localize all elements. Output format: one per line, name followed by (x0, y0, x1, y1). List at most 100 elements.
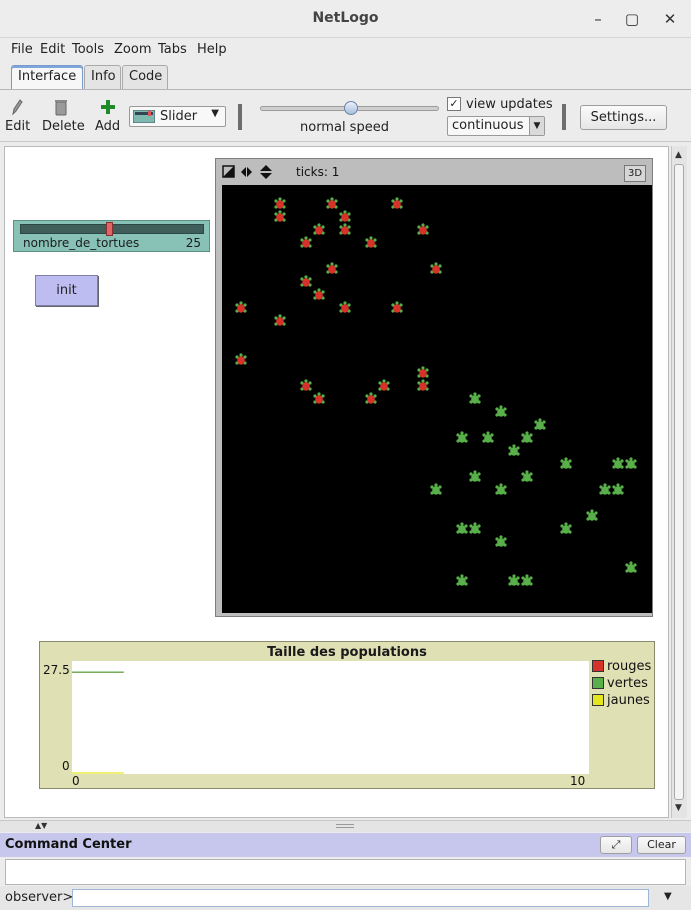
menu-zoom[interactable]: Zoom (114, 42, 152, 57)
turtle (417, 379, 429, 391)
command-center-title: Command Center (5, 837, 132, 852)
split-arrows-icon[interactable]: ▲▼ (35, 821, 48, 830)
chevron-down-icon[interactable]: ▼ (664, 891, 672, 902)
turtle (430, 262, 442, 274)
command-input-row: observer> ▼ (0, 886, 691, 910)
tab-strip: Interface Info Code (0, 62, 691, 90)
turtle (313, 288, 325, 300)
splitter-grip-icon[interactable] (336, 824, 354, 828)
turtle (391, 197, 403, 209)
slider-nombre-de-tortues[interactable]: nombre_de_tortues 25 (13, 220, 210, 252)
settings-button[interactable]: Settings... (580, 105, 667, 130)
ticks-counter: ticks: 1 (296, 165, 340, 179)
turtle (235, 301, 247, 313)
turtle (456, 574, 468, 586)
y-tick-max: 27.5 (43, 663, 70, 677)
window-titlebar: NetLogo – ▢ ✕ (0, 0, 691, 38)
clear-button[interactable]: Clear (637, 836, 686, 854)
turtle (495, 405, 507, 417)
turtle (612, 483, 624, 495)
turtle (495, 483, 507, 495)
menu-tabs[interactable]: Tabs (158, 42, 187, 57)
legend-swatch (592, 694, 604, 706)
minimize-icon[interactable]: – (594, 10, 602, 28)
view-updates-checkbox[interactable]: ✓ (447, 97, 461, 111)
turtle (300, 379, 312, 391)
scrollbar-thumb[interactable] (674, 164, 684, 800)
expand-icon[interactable]: ⤢ (600, 836, 632, 854)
turtle (378, 379, 390, 391)
tab-info[interactable]: Info (84, 65, 121, 89)
turtle (469, 470, 481, 482)
turtle (365, 236, 377, 248)
window-title: NetLogo (312, 10, 379, 26)
command-prompt-label: observer> (5, 890, 74, 905)
command-input[interactable] (72, 889, 649, 907)
slider-widget-icon (133, 110, 155, 123)
slider-value: 25 (185, 236, 201, 250)
turtle (469, 392, 481, 404)
turtle (235, 353, 247, 365)
turtle (326, 262, 338, 274)
add-icon (101, 100, 115, 114)
turtle (417, 223, 429, 235)
turtle (326, 197, 338, 209)
menu-tools[interactable]: Tools (72, 42, 105, 57)
scroll-down-icon[interactable]: ▼ (675, 803, 682, 813)
turtle (521, 574, 533, 586)
plot-area (72, 661, 589, 774)
splitter[interactable]: ▲▼ (0, 820, 691, 832)
interface-toolbar: Edit Delete Add Slider ▼ normal speed ✓ … (0, 90, 691, 142)
turtle (456, 522, 468, 534)
turtle (521, 470, 533, 482)
turtle (339, 301, 351, 313)
add-button[interactable]: Add (95, 119, 121, 134)
turtle (521, 431, 533, 443)
turtle (339, 223, 351, 235)
slider-thumb[interactable] (106, 222, 113, 236)
turtle (508, 574, 520, 586)
turtle (313, 392, 325, 404)
plot-title: Taille des populations (267, 645, 427, 660)
menu-file[interactable]: File (11, 42, 33, 57)
turtle (534, 418, 546, 430)
command-center-output[interactable] (5, 859, 686, 885)
chevron-down-icon: ▼ (529, 117, 544, 135)
update-mode-value: continuous (452, 118, 524, 133)
delete-button[interactable]: Delete (42, 119, 85, 134)
speed-slider[interactable] (260, 101, 439, 115)
world-canvas[interactable] (222, 185, 652, 613)
menu-help[interactable]: Help (197, 42, 227, 57)
tab-interface[interactable]: Interface (11, 65, 83, 89)
pencil-icon (12, 99, 23, 116)
vertical-scrollbar[interactable]: ▲ ▼ (671, 146, 687, 818)
y-tick-min: 0 (62, 759, 70, 773)
legend-label: rouges (607, 659, 652, 674)
view-controls-icon[interactable] (222, 165, 272, 179)
view-control-bar: ticks: 1 3D (216, 159, 652, 185)
edit-button[interactable]: Edit (5, 119, 31, 134)
update-mode-select[interactable]: continuous ▼ (447, 116, 545, 136)
maximize-icon[interactable]: ▢ (624, 10, 640, 28)
turtle (391, 301, 403, 313)
toolbar-separator (562, 104, 566, 130)
close-icon[interactable]: ✕ (663, 10, 677, 28)
chevron-down-icon: ▼ (211, 108, 219, 119)
turtle (625, 457, 637, 469)
speed-slider-thumb[interactable] (343, 101, 358, 115)
turtle (274, 210, 286, 222)
world-view: ticks: 1 3D (215, 158, 653, 617)
x-tick-min: 0 (72, 774, 80, 788)
tab-code[interactable]: Code (122, 65, 168, 89)
turtle (469, 522, 481, 534)
turtle (560, 522, 572, 534)
init-button[interactable]: init (35, 275, 98, 306)
plot-taille-des-populations: Taille des populations 27.5 0 0 10 rouge… (39, 641, 655, 789)
turtle (313, 223, 325, 235)
legend-swatch (592, 677, 604, 689)
scroll-up-icon[interactable]: ▲ (675, 150, 682, 160)
turtle (599, 483, 611, 495)
widget-type-select[interactable]: Slider ▼ (129, 106, 226, 127)
3d-view-button[interactable]: 3D (624, 165, 646, 182)
menu-edit[interactable]: Edit (40, 42, 66, 57)
